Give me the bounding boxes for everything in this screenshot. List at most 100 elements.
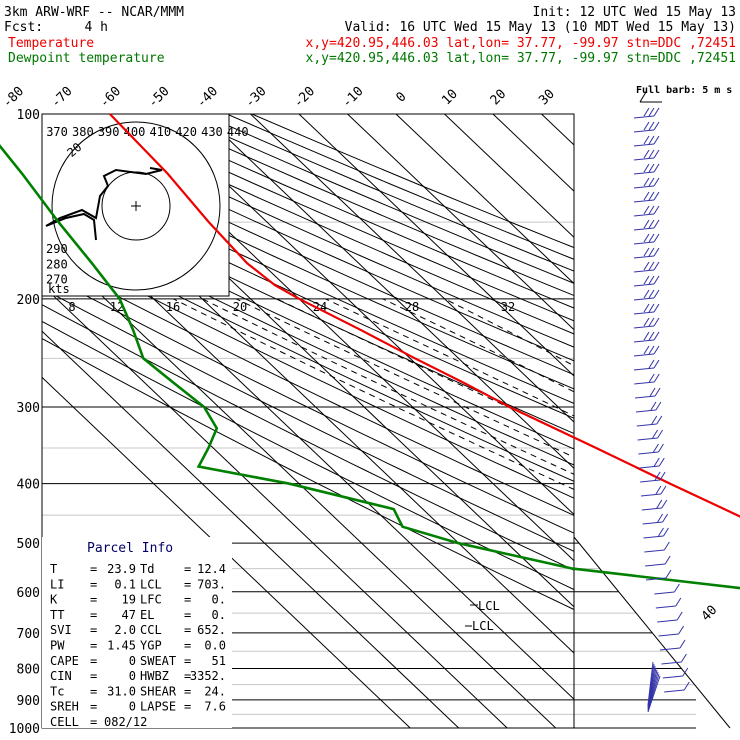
pressure-label-400: 400 [17, 478, 40, 493]
dry-adiabat-300 [42, 227, 574, 482]
wind-barb-flag [653, 149, 660, 159]
parcel-eq: = [90, 654, 97, 668]
wind-barb-flag [648, 373, 655, 383]
isotherm-label--50: -50 [145, 84, 172, 111]
wind-barb-flag [654, 387, 661, 397]
wind-barb-flag [648, 219, 655, 229]
dry-adiabat-310 [42, 212, 574, 466]
isotherm-label--70: -70 [48, 84, 75, 111]
wind-barb-flag [657, 513, 664, 523]
dry-adiabat-260 [42, 288, 574, 552]
dry-adiabat-320 [42, 198, 574, 450]
wind-barb-flag [652, 429, 659, 439]
pressure-label-900: 900 [17, 694, 40, 709]
wind-barb-flag [643, 149, 650, 159]
theta-label-430: 430 [201, 125, 223, 139]
dry-adiabat-430 [151, 114, 574, 297]
wind-barb-flag [643, 261, 650, 271]
moist-adiabat-lines [172, 298, 574, 490]
theta-label-420: 420 [175, 125, 197, 139]
wind-barb-flag [643, 331, 650, 341]
wind-barb [637, 437, 658, 441]
wind-barb [664, 689, 685, 693]
moist-adiabat-30 [444, 298, 574, 367]
wind-barb-flag [653, 205, 660, 215]
moist-adiabat-14 [235, 298, 574, 458]
wind-barb [633, 255, 655, 259]
forecast-hour: 4 h [85, 20, 108, 35]
wind-barb-flag [659, 471, 666, 481]
parcel-eq: = [90, 562, 97, 576]
isotherm--20 [298, 114, 574, 377]
parcel-eq: = [90, 639, 97, 653]
isotherm--10 [347, 114, 574, 331]
wind-barb-flag [643, 163, 650, 173]
parcel-value: 0. [212, 593, 226, 607]
parcel-key: Td [140, 562, 154, 576]
wind-barb-flag [663, 541, 670, 551]
isotherm-20 [492, 114, 574, 192]
parcel-key: LI [50, 577, 64, 591]
isotherm-label--60: -60 [97, 84, 124, 111]
pressure-label-100: 100 [17, 108, 40, 123]
parcel-eq: = [90, 608, 97, 622]
isotherm-40 [590, 114, 740, 728]
wind-barb-flag [657, 429, 664, 439]
theta-label-280: 280 [46, 258, 68, 272]
wind-barb-flag [643, 289, 650, 299]
wind-barb-flag [653, 163, 660, 173]
wind-barb-flag [653, 359, 660, 369]
wind-barb-flag [682, 667, 689, 677]
plot-frame [41, 113, 575, 729]
dewpoint-series [0, 144, 740, 590]
wind-barb [640, 479, 661, 483]
wind-barb [635, 409, 656, 413]
wind-barb-flag [673, 583, 680, 593]
parcel-key: LAPSE [140, 700, 176, 714]
wind-barb-surface [647, 661, 654, 706]
parcel-eq: = [184, 623, 191, 637]
theta-label-370: 370 [46, 125, 68, 139]
parcel-key: Tc [50, 684, 64, 698]
parcel-value: 0 [129, 669, 136, 683]
wind-barb [633, 143, 655, 147]
wind-barb-flag [650, 401, 657, 411]
hodograph-speed-8: 8 [68, 300, 75, 314]
wind-barb [633, 339, 655, 343]
parcel-key: CIN [50, 669, 72, 683]
wind-barb [633, 227, 655, 231]
wind-barb-flag [678, 625, 685, 635]
hodograph-units: kts [48, 282, 70, 296]
wind-barb [633, 297, 655, 301]
wind-barb [641, 507, 662, 511]
wind-barb-flag [653, 135, 660, 145]
parcel-value: 2.0 [114, 623, 136, 637]
wind-barb [633, 241, 655, 245]
wind-barb-flag [643, 107, 650, 117]
wind-barb-flag [661, 499, 668, 509]
parcel-key: SREH [50, 700, 79, 714]
wind-barb-flag [653, 219, 660, 229]
theta-label-440: 440 [227, 125, 249, 139]
wind-barb [657, 619, 678, 623]
parcel-value: 652. [197, 623, 226, 637]
wind-barb [633, 213, 655, 217]
dry-adiabat-240 [42, 320, 574, 591]
wind-barb-flag [648, 261, 655, 271]
wind-barb-flag [679, 639, 686, 649]
wind-barb [642, 521, 663, 525]
wind-barb-flag [643, 135, 650, 145]
parcel-info-title: Parcel Info [87, 541, 173, 556]
wind-barb-flag [653, 345, 660, 355]
wind-barb-flag [643, 303, 650, 313]
wind-barb-flag [653, 317, 660, 327]
wind-barb [633, 199, 655, 203]
parcel-eq: = [184, 593, 191, 607]
isotherm--50 [153, 114, 574, 516]
theta-label-390: 390 [98, 125, 120, 139]
dry-adiabat-290 [42, 241, 574, 499]
wind-barb [659, 647, 681, 651]
theta-label-290: 290 [46, 242, 68, 256]
model-title: 3km ARW-WRF -- NCAR/MMM [4, 5, 184, 20]
parcel-key: K [50, 593, 58, 607]
